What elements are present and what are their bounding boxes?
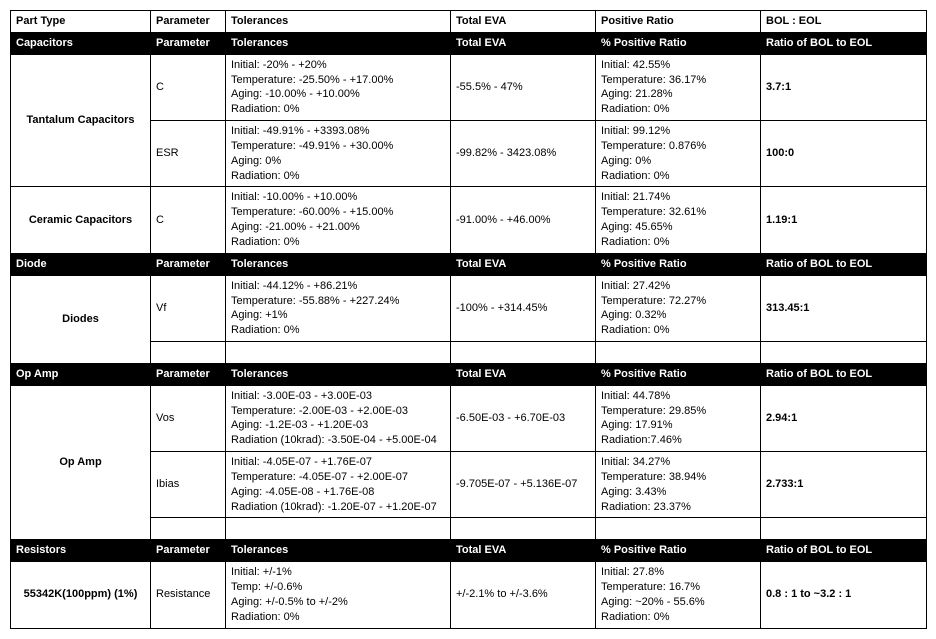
table-row: Tantalum CapacitorsCInitial: -20% - +20%… bbox=[11, 54, 927, 120]
tolerances-cell: Initial: -3.00E-03 - +3.00E-03 Temperatu… bbox=[226, 385, 451, 451]
blank-cell bbox=[596, 342, 761, 364]
section-header-row: DiodeParameterTolerancesTotal EVA% Posit… bbox=[11, 253, 927, 275]
section-name: Resistors bbox=[11, 540, 151, 562]
section-name: Capacitors bbox=[11, 32, 151, 54]
positive-ratio-cell: Initial: 21.74% Temperature: 32.61% Agin… bbox=[596, 187, 761, 253]
total-eva-cell: +/-2.1% to +/-3.6% bbox=[451, 562, 596, 628]
header-bol-eol: BOL : EOL bbox=[761, 11, 927, 33]
blank-cell bbox=[451, 342, 596, 364]
bol-eol-cell: 313.45:1 bbox=[761, 275, 927, 341]
parameter-cell: C bbox=[151, 54, 226, 120]
header-tolerances: Tolerances bbox=[226, 11, 451, 33]
section-name: Op Amp bbox=[11, 363, 151, 385]
positive-ratio-cell: Initial: 34.27% Temperature: 38.94% Agin… bbox=[596, 452, 761, 518]
section-col-total-eva: Total EVA bbox=[451, 363, 596, 385]
section-col-total-eva: Total EVA bbox=[451, 540, 596, 562]
section-col-parameter: Parameter bbox=[151, 363, 226, 385]
section-col-positive-ratio: % Positive Ratio bbox=[596, 253, 761, 275]
section-col-tolerances: Tolerances bbox=[226, 32, 451, 54]
total-eva-cell: -6.50E-03 - +6.70E-03 bbox=[451, 385, 596, 451]
table-row: Ceramic CapacitorsCInitial: -10.00% - +1… bbox=[11, 187, 927, 253]
section-col-tolerances: Tolerances bbox=[226, 363, 451, 385]
header-row: Part Type Parameter Tolerances Total EVA… bbox=[11, 11, 927, 33]
bol-eol-cell: 0.8 : 1 to ~3.2 : 1 bbox=[761, 562, 927, 628]
bol-eol-cell: 100:0 bbox=[761, 121, 927, 187]
bol-eol-cell: 3.7:1 bbox=[761, 54, 927, 120]
bol-eol-cell: 2.94:1 bbox=[761, 385, 927, 451]
blank-cell bbox=[761, 342, 927, 364]
tolerances-cell: Initial: -44.12% - +86.21% Temperature: … bbox=[226, 275, 451, 341]
parameter-cell: Resistance bbox=[151, 562, 226, 628]
total-eva-cell: -91.00% - +46.00% bbox=[451, 187, 596, 253]
section-col-total-eva: Total EVA bbox=[451, 32, 596, 54]
section-col-positive-ratio: % Positive Ratio bbox=[596, 363, 761, 385]
section-col-tolerances: Tolerances bbox=[226, 253, 451, 275]
section-col-bol-eol: Ratio of BOL to EOL bbox=[761, 253, 927, 275]
header-parameter: Parameter bbox=[151, 11, 226, 33]
parameter-cell: Vf bbox=[151, 275, 226, 341]
section-col-parameter: Parameter bbox=[151, 32, 226, 54]
total-eva-cell: -100% - +314.45% bbox=[451, 275, 596, 341]
section-name: Diode bbox=[11, 253, 151, 275]
tolerances-cell: Initial: -4.05E-07 - +1.76E-07 Temperatu… bbox=[226, 452, 451, 518]
section-col-total-eva: Total EVA bbox=[451, 253, 596, 275]
table-row: 55342K(100ppm) (1%)ResistanceInitial: +/… bbox=[11, 562, 927, 628]
total-eva-cell: -99.82% - 3423.08% bbox=[451, 121, 596, 187]
blank-cell bbox=[226, 342, 451, 364]
positive-ratio-cell: Initial: 27.8% Temperature: 16.7% Aging:… bbox=[596, 562, 761, 628]
blank-cell bbox=[151, 342, 226, 364]
bol-eol-cell: 1.19:1 bbox=[761, 187, 927, 253]
total-eva-cell: -9.705E-07 - +5.136E-07 bbox=[451, 452, 596, 518]
blank-cell bbox=[451, 518, 596, 540]
part-name: Op Amp bbox=[11, 385, 151, 540]
section-header-row: ResistorsParameterTolerancesTotal EVA% P… bbox=[11, 540, 927, 562]
parameter-cell: Ibias bbox=[151, 452, 226, 518]
section-col-positive-ratio: % Positive Ratio bbox=[596, 32, 761, 54]
total-eva-cell: -55.5% - 47% bbox=[451, 54, 596, 120]
table-row: DiodesVfInitial: -44.12% - +86.21% Tempe… bbox=[11, 275, 927, 341]
header-positive-ratio: Positive Ratio bbox=[596, 11, 761, 33]
part-name: Ceramic Capacitors bbox=[11, 187, 151, 253]
part-name: Diodes bbox=[11, 275, 151, 363]
section-col-parameter: Parameter bbox=[151, 253, 226, 275]
parameter-cell: ESR bbox=[151, 121, 226, 187]
header-part-type: Part Type bbox=[11, 11, 151, 33]
header-total-eva: Total EVA bbox=[451, 11, 596, 33]
tolerances-cell: Initial: -10.00% - +10.00% Temperature: … bbox=[226, 187, 451, 253]
part-name: 55342K(100ppm) (1%) bbox=[11, 562, 151, 628]
parameter-cell: Vos bbox=[151, 385, 226, 451]
bol-eol-cell: 2.733:1 bbox=[761, 452, 927, 518]
section-col-parameter: Parameter bbox=[151, 540, 226, 562]
blank-cell bbox=[151, 518, 226, 540]
positive-ratio-cell: Initial: 44.78% Temperature: 29.85% Agin… bbox=[596, 385, 761, 451]
section-col-bol-eol: Ratio of BOL to EOL bbox=[761, 32, 927, 54]
section-col-bol-eol: Ratio of BOL to EOL bbox=[761, 540, 927, 562]
section-col-tolerances: Tolerances bbox=[226, 540, 451, 562]
section-header-row: CapacitorsParameterTolerancesTotal EVA% … bbox=[11, 32, 927, 54]
table-row: Op AmpVosInitial: -3.00E-03 - +3.00E-03 … bbox=[11, 385, 927, 451]
blank-cell bbox=[596, 518, 761, 540]
parameter-cell: C bbox=[151, 187, 226, 253]
positive-ratio-cell: Initial: 27.42% Temperature: 72.27% Agin… bbox=[596, 275, 761, 341]
tolerances-cell: Initial: -49.91% - +3393.08% Temperature… bbox=[226, 121, 451, 187]
section-col-positive-ratio: % Positive Ratio bbox=[596, 540, 761, 562]
section-col-bol-eol: Ratio of BOL to EOL bbox=[761, 363, 927, 385]
blank-cell bbox=[226, 518, 451, 540]
tolerance-table: Part Type Parameter Tolerances Total EVA… bbox=[10, 10, 927, 629]
part-name: Tantalum Capacitors bbox=[11, 54, 151, 187]
tolerances-cell: Initial: +/-1% Temp: +/-0.6% Aging: +/-0… bbox=[226, 562, 451, 628]
tolerances-cell: Initial: -20% - +20% Temperature: -25.50… bbox=[226, 54, 451, 120]
section-header-row: Op AmpParameterTolerancesTotal EVA% Posi… bbox=[11, 363, 927, 385]
blank-cell bbox=[761, 518, 927, 540]
positive-ratio-cell: Initial: 42.55% Temperature: 36.17% Agin… bbox=[596, 54, 761, 120]
positive-ratio-cell: Initial: 99.12% Temperature: 0.876% Agin… bbox=[596, 121, 761, 187]
